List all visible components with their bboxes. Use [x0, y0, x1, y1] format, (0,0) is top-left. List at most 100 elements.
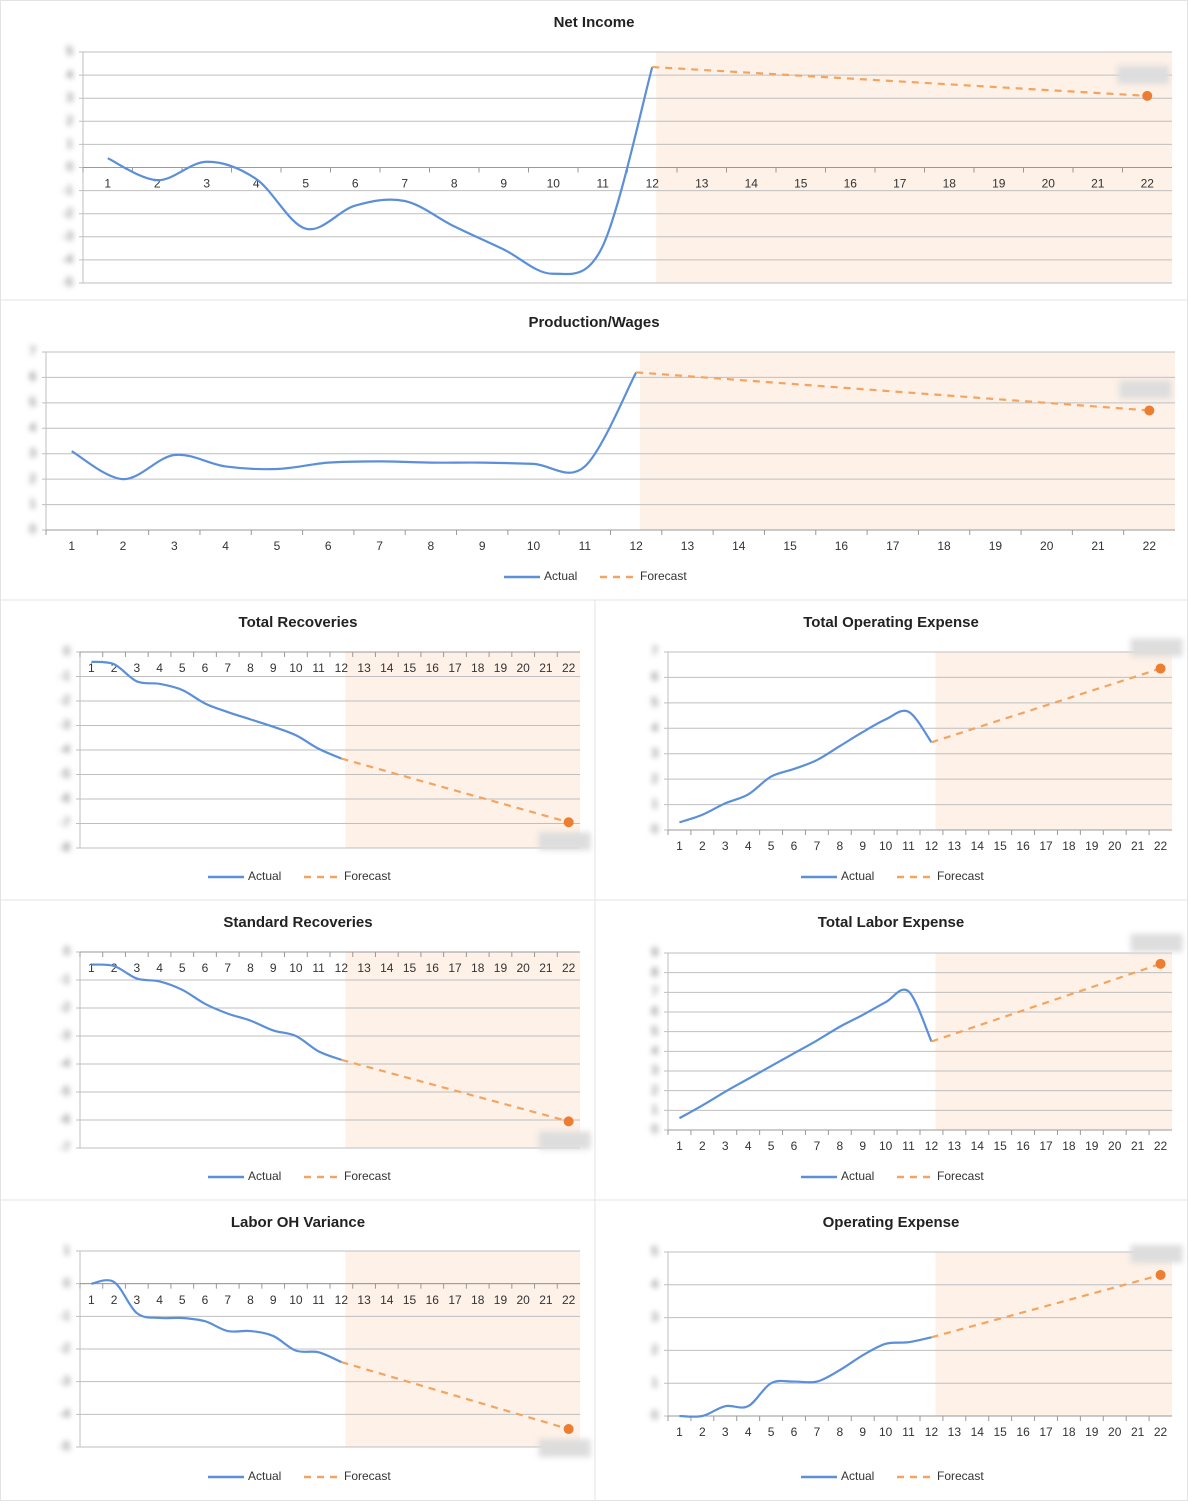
x-tick-label: 1 — [68, 539, 75, 553]
x-tick-label: 17 — [448, 961, 462, 975]
forecast-end-point — [1144, 405, 1155, 416]
y-tick-label: -1 — [62, 183, 73, 197]
y-tick-label: 0 — [66, 160, 73, 174]
forecast-line — [341, 1361, 569, 1431]
x-tick-label: 10 — [879, 1425, 893, 1439]
y-tick-label: -4 — [59, 1056, 70, 1070]
x-tick-label: 21 — [1091, 177, 1105, 191]
x-tick-label: 16 — [844, 177, 858, 191]
y-tick-label: 4 — [66, 67, 73, 81]
x-tick-label: 5 — [768, 1425, 775, 1439]
y-tick-label: 2 — [651, 771, 658, 785]
x-tick-label: 18 — [1062, 839, 1076, 853]
blurred-value-label — [1130, 933, 1183, 952]
chart-title: Operating Expense — [823, 1214, 960, 1231]
x-tick-label: 7 — [814, 839, 821, 853]
forecast-line — [341, 1058, 569, 1123]
x-tick-label: 3 — [133, 961, 140, 975]
y-tick-label: 1 — [63, 1243, 70, 1257]
chart: Standard Recoveries-7-6-5-4-3-2-101 2 3 4 5 6… — [59, 914, 591, 1183]
blurred-value-label — [538, 832, 591, 851]
x-tick-label: 18 — [1062, 1139, 1076, 1153]
x-tick-label: 15 — [403, 1293, 417, 1307]
y-tick-label: -7 — [59, 816, 70, 830]
x-tick-label: 4 — [253, 177, 260, 191]
x-tick-label: 11 — [312, 961, 325, 975]
x-tick-label: 22 — [1154, 1139, 1168, 1153]
x-tick-label: 19 — [1085, 839, 1099, 853]
x-tick-label: 14 — [971, 839, 985, 853]
x-tick-label: 17 — [448, 661, 462, 675]
x-tick-label: 12 — [925, 1139, 939, 1153]
x-tick-label: 5 — [768, 1139, 775, 1153]
blurred-value-label — [1130, 638, 1183, 657]
x-tick-label: 19 — [992, 177, 1006, 191]
y-tick-label: -4 — [59, 1407, 70, 1421]
actual-line — [91, 963, 342, 1061]
y-tick-label: -3 — [59, 718, 70, 732]
x-tick-label: 13 — [681, 539, 695, 553]
y-tick-label: 4 — [29, 420, 36, 434]
x-tick-label: 16 — [426, 661, 440, 675]
x-tick-label: 10 — [289, 661, 303, 675]
x-tick-label: 21 — [1091, 539, 1105, 553]
x-tick-label: 2 — [699, 1139, 706, 1153]
x-tick-label: 4 — [222, 539, 229, 553]
y-tick-label: -7 — [59, 1140, 70, 1154]
chart-title: Total Recoveries — [239, 614, 358, 631]
y-tick-label: -4 — [62, 252, 73, 266]
y-tick-label: 6 — [651, 1004, 658, 1018]
y-tick-label: -1 — [59, 669, 70, 683]
x-tick-label: 14 — [380, 661, 394, 675]
x-tick-label: 21 — [539, 961, 553, 975]
y-tick-label: 5 — [651, 1024, 658, 1038]
x-tick-label: 19 — [1085, 1425, 1099, 1439]
y-tick-label: -1 — [59, 972, 70, 986]
y-tick-label: 6 — [651, 670, 658, 684]
x-tick-label: 12 — [925, 839, 939, 853]
y-tick-label: -3 — [59, 1374, 70, 1388]
x-tick-label: 2 — [699, 839, 706, 853]
x-tick-label: 9 — [859, 839, 866, 853]
y-tick-label: -3 — [62, 229, 73, 243]
blurred-value-label — [1117, 65, 1170, 84]
y-tick-label: 2 — [29, 471, 36, 485]
chart-title: Total Operating Expense — [803, 614, 979, 631]
y-tick-label: -5 — [59, 1439, 70, 1453]
x-tick-label: 12 — [335, 1293, 349, 1307]
y-tick-label: 0 — [63, 1276, 70, 1290]
x-tick-label: 1 — [676, 1139, 683, 1153]
x-tick-label: 8 — [836, 839, 843, 853]
x-tick-label: 20 — [1108, 1425, 1122, 1439]
x-tick-label: 22 — [1154, 1425, 1168, 1439]
x-tick-label: 22 — [562, 661, 576, 675]
x-tick-label: 16 — [1016, 839, 1030, 853]
x-tick-label: 19 — [1085, 1139, 1099, 1153]
forecast-region — [935, 1252, 1172, 1416]
x-tick-label: 8 — [247, 961, 254, 975]
blurred-value-label — [538, 1439, 591, 1458]
x-tick-label: 21 — [539, 1293, 553, 1307]
legend-label: Forecast — [937, 1169, 984, 1183]
y-tick-label: 3 — [66, 90, 73, 104]
y-tick-label: 5 — [651, 695, 658, 709]
y-tick-label: 0 — [63, 644, 70, 658]
x-tick-label: 15 — [403, 961, 417, 975]
y-tick-label: 1 — [651, 1103, 658, 1117]
x-tick-label: 20 — [1108, 839, 1122, 853]
forecast-end-point — [1155, 958, 1166, 969]
x-tick-label: 9 — [270, 1293, 277, 1307]
x-tick-label: 17 — [1039, 1425, 1053, 1439]
x-tick-label: 5 — [179, 1293, 186, 1307]
y-tick-label: 1 — [29, 497, 36, 511]
x-tick-label: 2 — [120, 539, 127, 553]
y-tick-label: 3 — [651, 1310, 658, 1324]
x-tick-label: 18 — [943, 177, 957, 191]
x-tick-label: 13 — [695, 177, 709, 191]
x-tick-label: 18 — [471, 1293, 485, 1307]
y-tick-label: 9 — [651, 945, 658, 959]
x-tick-label: 9 — [270, 961, 277, 975]
y-tick-label: 5 — [651, 1244, 658, 1258]
y-tick-label: 1 — [651, 1375, 658, 1389]
